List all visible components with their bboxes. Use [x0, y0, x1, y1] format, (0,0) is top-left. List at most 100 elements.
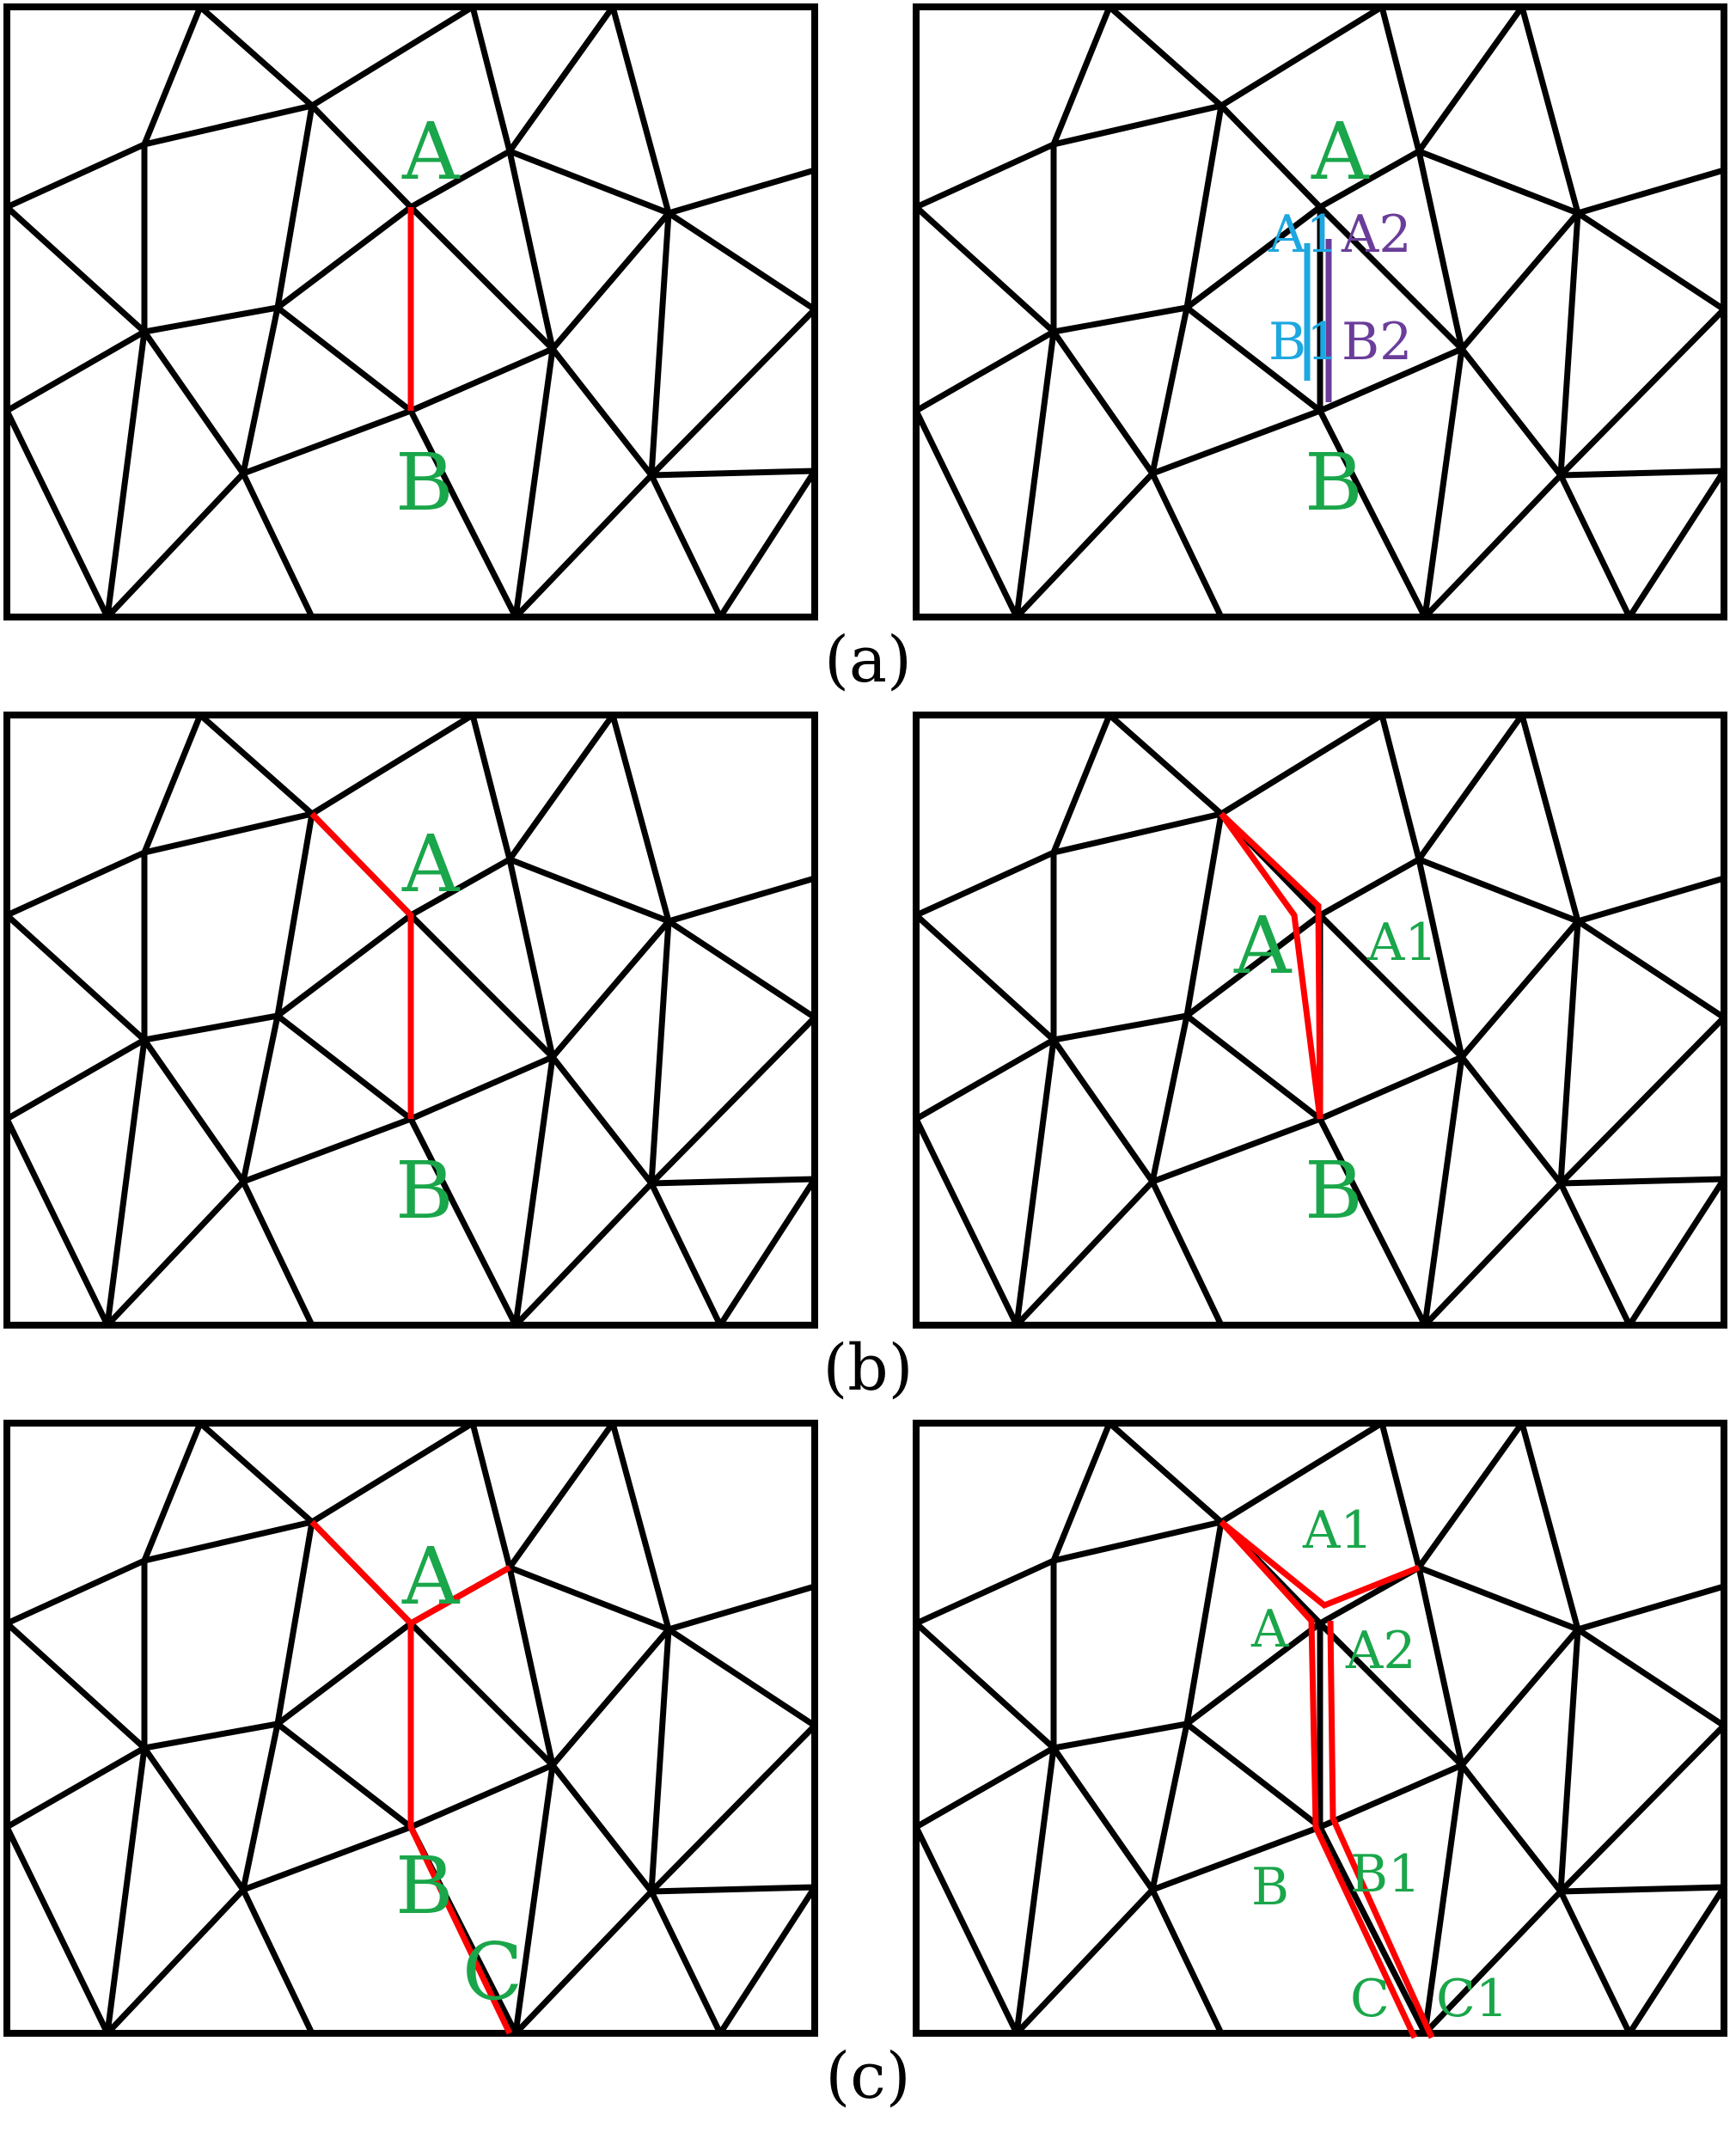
mesh-edge — [913, 328, 1057, 414]
mesh-edge — [648, 1626, 672, 1895]
mesh-edge — [665, 167, 818, 217]
mesh-edge — [717, 468, 818, 620]
mesh-edge — [1218, 1420, 1385, 1525]
mesh-edge — [648, 1884, 818, 1895]
mesh-edge — [506, 1564, 556, 1769]
mesh-edge — [1317, 1054, 1465, 1122]
node-label-a2: A2 — [1345, 1621, 1416, 1681]
mesh-edge — [1149, 1178, 1225, 1329]
mesh-edge — [549, 1626, 672, 1769]
mesh-edge — [913, 1115, 1020, 1329]
mesh-edge — [1013, 1886, 1156, 2037]
mesh-edge — [648, 1180, 724, 1329]
mesh-edge — [609, 1420, 672, 1633]
node-label-b: B — [395, 1145, 454, 1237]
panel-frame — [913, 1420, 1727, 2037]
mesh-edge — [913, 1620, 1057, 1751]
mesh-edge — [1317, 1762, 1465, 1830]
mesh-edge — [913, 141, 1057, 211]
mesh-edge — [1557, 210, 1581, 479]
mesh-edge — [1415, 712, 1525, 863]
mesh-edge — [141, 1012, 281, 1043]
mesh-edge — [1415, 148, 1581, 217]
mesh-edge — [1050, 1012, 1190, 1043]
node-label-c1: C1 — [1436, 1969, 1508, 2029]
mesh-edge — [913, 1745, 1057, 1830]
node-label-b: B — [1251, 1857, 1289, 1917]
mesh-edge — [506, 3, 616, 155]
mesh-edge — [3, 328, 148, 414]
mesh-edge — [1458, 210, 1581, 352]
mesh-edge — [141, 1720, 281, 1751]
mesh-edge — [1574, 918, 1727, 1021]
mesh-edge — [1421, 1054, 1465, 1329]
mesh-edge — [1050, 304, 1190, 335]
mesh-edge — [1574, 875, 1727, 925]
mesh-edge — [407, 204, 556, 352]
mesh-edge — [506, 148, 672, 217]
crack-path — [1219, 811, 1323, 1120]
mesh-edge — [1050, 1745, 1156, 1893]
crack-path — [1219, 811, 1323, 1120]
mesh-edge — [274, 1012, 414, 1122]
panel-frame — [913, 3, 1727, 620]
mesh-edge — [1106, 712, 1225, 817]
mesh-edge — [1050, 102, 1225, 148]
mesh-edge — [3, 141, 148, 211]
mesh-edge — [3, 204, 148, 335]
mesh-edge — [549, 1762, 655, 1895]
mesh-edge — [309, 1420, 476, 1525]
mesh-edge — [506, 856, 556, 1060]
mesh-edge — [1317, 407, 1428, 620]
mesh-edge — [1574, 167, 1727, 217]
mesh-edge — [1415, 3, 1525, 155]
mesh-edge — [1557, 306, 1727, 479]
mesh-edge — [1519, 1420, 1581, 1633]
panel-b-left: AB — [3, 712, 818, 1329]
mesh-edge — [309, 102, 414, 211]
mesh-edge — [141, 3, 204, 148]
mesh-edge — [1458, 345, 1564, 479]
mesh-edge — [1557, 918, 1581, 1187]
mesh-edge — [141, 304, 281, 335]
mesh-edge — [1050, 3, 1113, 148]
mesh-edge — [3, 849, 148, 919]
mesh-edge — [1183, 1620, 1323, 1727]
mesh-edge — [274, 912, 414, 1019]
mesh-edge — [648, 1176, 818, 1187]
mesh-edge — [1317, 1115, 1428, 1329]
mesh-edge — [1149, 470, 1225, 620]
mesh-edge — [1050, 1420, 1113, 1564]
mesh-edge — [913, 204, 1057, 335]
node-label-a: A — [401, 818, 461, 910]
mesh-edges — [3, 3, 818, 620]
node-label-a: A — [1233, 900, 1293, 992]
node-label-b: B — [1305, 1145, 1363, 1237]
mesh-edge — [1458, 1054, 1564, 1187]
mesh-edge — [1378, 3, 1422, 155]
mesh-edge — [1149, 1012, 1190, 1185]
node-label-a1: A1 — [1268, 205, 1339, 265]
panel-frame — [913, 712, 1727, 1329]
mesh-edge — [1218, 712, 1385, 817]
node-label-a: A — [401, 106, 461, 198]
mesh-edge — [506, 712, 616, 863]
mesh-edge — [1557, 1888, 1633, 2037]
mesh-edge — [1557, 1626, 1581, 1895]
mesh-edge — [141, 1420, 204, 1564]
mesh-edge — [240, 1720, 281, 1893]
mesh-edge — [648, 210, 672, 479]
mesh-edge — [506, 856, 672, 925]
panel-c-left: A BC — [3, 1420, 818, 2037]
mesh-edge — [549, 210, 672, 352]
mesh-edge — [240, 1886, 315, 2037]
mesh-edge — [1149, 1720, 1190, 1893]
crack-path — [1327, 1620, 1435, 2039]
mesh-edge — [104, 1886, 247, 2037]
mesh-edge — [407, 856, 513, 919]
mesh-edge — [1013, 1178, 1156, 1329]
mesh-edge — [1557, 1722, 1727, 1895]
mesh-edge — [648, 306, 818, 479]
mesh-edge — [1317, 345, 1465, 414]
